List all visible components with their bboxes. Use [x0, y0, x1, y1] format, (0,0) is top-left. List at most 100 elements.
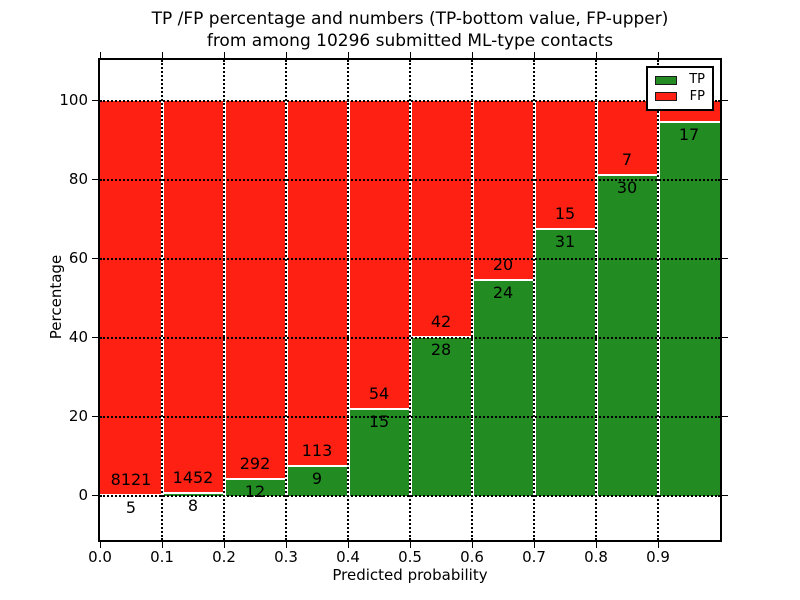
gridline-vertical — [285, 60, 287, 540]
y-tick — [92, 416, 98, 417]
y-tick-label: 100 — [59, 91, 88, 109]
chart-title: TP /FP percentage and numbers (TP-bottom… — [20, 8, 800, 52]
bar-segment-fp — [534, 100, 596, 496]
y-tick — [92, 258, 98, 259]
bar-segment-tp — [534, 227, 596, 496]
x-tick-label: 0.5 — [398, 548, 422, 566]
legend-entry: FP — [655, 88, 705, 104]
gridline-horizontal — [100, 337, 720, 339]
bar-segment-tp — [286, 464, 348, 496]
y-tick — [92, 495, 98, 496]
x-tick-top — [286, 52, 287, 58]
gridline-horizontal — [100, 258, 720, 260]
bar-segment-tp — [100, 493, 162, 496]
y-tick-right — [722, 179, 728, 180]
legend: TP FP — [646, 66, 714, 111]
bar-segment-tp — [472, 278, 534, 496]
x-tick-label: 0.6 — [460, 548, 484, 566]
y-tick-right — [722, 495, 728, 496]
y-tick-label: 80 — [68, 170, 88, 188]
x-tick-label: 0.7 — [522, 548, 546, 566]
x-tick-label: 0.8 — [584, 548, 608, 566]
x-tick-label: 0.0 — [88, 548, 112, 566]
y-tick-right — [722, 337, 728, 338]
fp-count-label: 54 — [368, 384, 390, 404]
x-tick-top — [348, 52, 349, 58]
bar-segment-fp — [162, 100, 224, 496]
x-tick-top — [596, 52, 597, 58]
x-tick — [100, 542, 101, 548]
fp-count-label: 8121 — [110, 469, 152, 489]
y-tick-label: 20 — [68, 407, 88, 425]
gridline-vertical — [471, 60, 473, 540]
chart-title-line2: from among 10296 submitted ML-type conta… — [206, 31, 614, 51]
gridline-vertical — [409, 60, 411, 540]
tp-count-label: 24 — [492, 282, 514, 302]
bar-segment-tp — [162, 491, 224, 496]
bar-segment-tp — [224, 478, 286, 496]
x-tick — [410, 542, 411, 548]
legend-swatch-tp — [655, 75, 677, 85]
x-tick-top — [100, 52, 101, 58]
legend-swatch-fp — [655, 92, 677, 102]
x-tick — [162, 542, 163, 548]
y-axis-label: Percentage — [47, 254, 65, 340]
fp-count-label: 20 — [492, 254, 514, 274]
gridline-vertical — [533, 60, 535, 540]
bar-segment-fp — [224, 100, 286, 496]
plot-area: TP FP 8121 5 1452 8 292 12 113 9 54 15 42 28 20 24 15 31… — [100, 60, 720, 540]
fp-count-label: 1452 — [172, 467, 214, 487]
x-tick — [534, 542, 535, 548]
fp-count-label: 292 — [239, 454, 271, 474]
bar-segment-fp — [658, 100, 720, 496]
bar-segment-fp — [410, 100, 472, 496]
y-tick-right — [722, 100, 728, 101]
x-tick-label: 0.3 — [274, 548, 298, 566]
gridline-vertical — [657, 60, 659, 540]
x-tick-top — [472, 52, 473, 58]
x-tick-label: 0.4 — [336, 548, 360, 566]
y-tick-label: 40 — [68, 328, 88, 346]
fp-count-label: 7 — [621, 149, 633, 169]
x-tick — [658, 542, 659, 548]
fp-count-label: 42 — [430, 312, 452, 331]
x-tick-top — [658, 52, 659, 58]
x-axis-label: Predicted probability — [332, 566, 488, 584]
gridline-vertical — [595, 60, 597, 540]
y-tick-label: 60 — [68, 249, 88, 267]
y-tick-label: 0 — [78, 486, 88, 504]
x-tick-top — [534, 52, 535, 58]
x-tick — [596, 542, 597, 548]
bar-segment-fp — [472, 100, 534, 496]
bar-segment-fp — [100, 100, 162, 496]
y-tick-right — [722, 416, 728, 417]
tp-count-label: 9 — [311, 468, 323, 488]
chart-title-line1: TP /FP percentage and numbers (TP-bottom… — [151, 9, 669, 29]
legend-label: TP — [689, 72, 705, 88]
gridline-horizontal — [100, 179, 720, 181]
y-tick — [92, 100, 98, 101]
x-tick — [224, 542, 225, 548]
y-tick-right — [722, 258, 728, 259]
bar-segment-fp — [596, 100, 658, 496]
bar-segment-tp — [596, 173, 658, 496]
tp-count-label: 30 — [616, 177, 638, 197]
x-tick-top — [162, 52, 163, 58]
tp-count-label: 12 — [244, 482, 266, 502]
bar-segment-fp — [286, 100, 348, 496]
x-tick-top — [224, 52, 225, 58]
tp-count-label: 8 — [187, 495, 199, 515]
x-tick — [472, 542, 473, 548]
fp-count-label: 15 — [554, 203, 576, 223]
bar-segment-tp — [658, 120, 720, 496]
bar-segment-fp — [348, 100, 410, 496]
bar-segment-tp — [348, 408, 410, 496]
gridline-vertical — [223, 60, 225, 540]
legend-label: FP — [689, 88, 705, 104]
x-tick-label: 0.9 — [646, 548, 670, 566]
tp-count-label: 28 — [430, 340, 452, 359]
tp-count-label: 31 — [554, 231, 576, 251]
legend-entry: TP — [655, 73, 705, 87]
y-tick — [92, 179, 98, 180]
